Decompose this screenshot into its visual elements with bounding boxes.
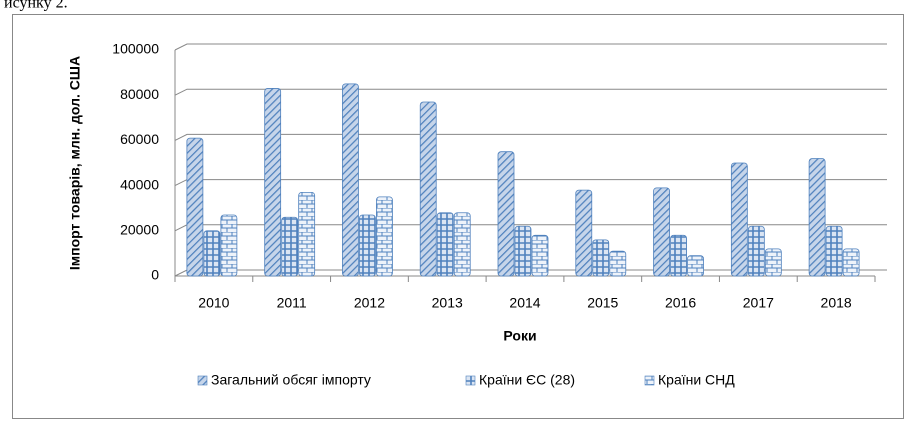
y-tick-label: 60000: [120, 131, 159, 147]
y-tick-label: 20000: [120, 222, 159, 238]
x-tick-label: 2018: [821, 295, 852, 311]
bar: [298, 191, 316, 277]
bar: [825, 225, 843, 277]
bar: [436, 212, 454, 277]
y-tick-label: 0: [151, 267, 159, 283]
bar: [186, 137, 204, 277]
y-axis-label: Імпорт товарів, млн. дол. США: [67, 56, 83, 270]
x-tick-label: 2015: [587, 295, 618, 311]
bar: [531, 234, 549, 277]
x-tick-label: 2013: [432, 295, 463, 311]
x-tick-label: 2016: [665, 295, 696, 311]
bar: [747, 225, 765, 277]
bar: [687, 255, 704, 277]
x-tick-label: 2012: [354, 295, 385, 311]
bar: [808, 158, 826, 277]
bar: [203, 230, 221, 277]
legend-marker: [644, 375, 655, 386]
bar: [842, 248, 860, 277]
y-tick-label: 80000: [120, 86, 159, 102]
legend-marker: [465, 375, 476, 386]
x-axis-label: Роки: [503, 328, 536, 344]
bar: [592, 239, 610, 277]
bar: [764, 248, 782, 277]
bar: [376, 196, 393, 277]
y-tick-label: 40000: [120, 176, 159, 192]
bar: [342, 83, 359, 277]
bar: [453, 212, 471, 277]
x-tick-label: 2011: [277, 295, 307, 311]
legend-label: Загальний обсяг імпорту: [211, 372, 371, 388]
y-tick-label: 100000: [112, 41, 159, 57]
page-text: исунку 2.: [4, 0, 68, 12]
bar: [514, 225, 532, 277]
bar: [653, 187, 670, 277]
bar: [730, 162, 748, 277]
bar: [609, 250, 627, 277]
bar: [281, 216, 299, 277]
grid-line: [174, 88, 887, 96]
x-tick-label: 2014: [509, 295, 540, 311]
legend-marker: [197, 375, 208, 386]
grid-line: [174, 179, 887, 187]
x-tick-label: 2017: [743, 295, 774, 311]
x-tick-label: 2010: [198, 295, 229, 311]
bar: [264, 88, 282, 277]
bar: [575, 189, 593, 277]
grid-line: [174, 43, 887, 51]
grid-line: [174, 133, 887, 141]
bar: [670, 234, 687, 277]
legend-label: Країни ЄС (28): [479, 372, 575, 388]
bar: [497, 151, 515, 277]
bar: [220, 214, 238, 277]
bar: [359, 214, 376, 277]
legend-label: Країни СНД: [658, 372, 735, 388]
bar: [419, 101, 437, 277]
